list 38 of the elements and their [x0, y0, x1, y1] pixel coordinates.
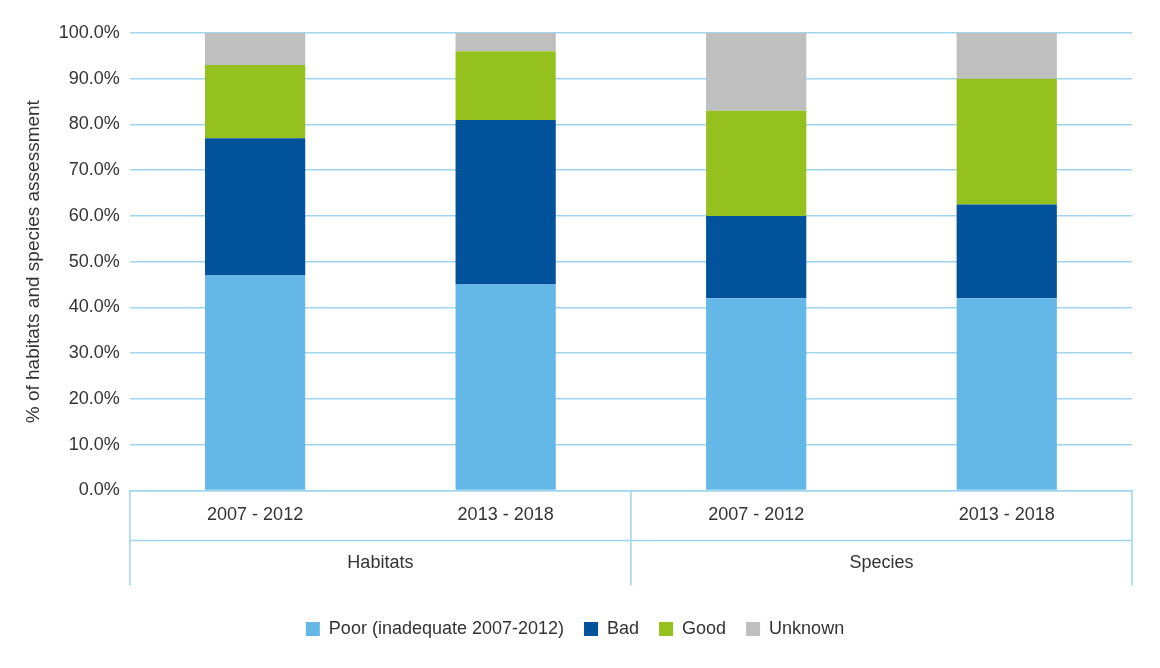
y-tick-label: 40.0%	[68, 296, 120, 317]
y-tick-label: 60.0%	[68, 204, 120, 225]
bar	[706, 298, 807, 490]
y-tick-label: 90.0%	[68, 67, 120, 88]
bar	[455, 119, 556, 285]
y-tick-label: 10.0%	[68, 433, 120, 454]
bar	[205, 275, 306, 490]
bar	[455, 33, 556, 52]
y-tick-label: 100.0%	[58, 21, 120, 42]
bar	[956, 33, 1057, 79]
bar	[706, 33, 807, 111]
x-tick-label: 2007 - 2012	[207, 504, 304, 525]
bar	[205, 65, 306, 139]
bar	[205, 138, 306, 276]
bar	[205, 33, 306, 66]
text: Habitats	[347, 551, 414, 572]
y-axis-title: % of habitats and species assessment	[21, 99, 43, 424]
x-tick-label: 2013 - 2018	[457, 504, 554, 525]
bar	[956, 78, 1057, 205]
y-tick-label: 20.0%	[68, 387, 120, 408]
legend-label: Good	[682, 617, 727, 638]
bar	[706, 215, 807, 299]
legend-label: Bad	[607, 617, 640, 638]
legend-label: Poor (inadequate 2007-2012)	[328, 617, 565, 638]
legend-label: Unknown	[769, 617, 845, 638]
text: Species	[849, 551, 914, 572]
bar	[956, 298, 1057, 490]
x-tick-label: 2013 - 2018	[958, 504, 1055, 525]
bar	[706, 110, 807, 216]
y-tick-label: 50.0%	[68, 250, 120, 271]
y-tick-label: 70.0%	[68, 159, 120, 180]
x-tick-label: 2007 - 2012	[708, 504, 805, 525]
y-tick-label: 80.0%	[68, 113, 120, 134]
bar	[455, 51, 556, 120]
y-tick-label: 30.0%	[68, 342, 120, 363]
bar	[455, 284, 556, 490]
y-tick-label: 0.0%	[78, 479, 120, 500]
bar	[956, 204, 1057, 299]
